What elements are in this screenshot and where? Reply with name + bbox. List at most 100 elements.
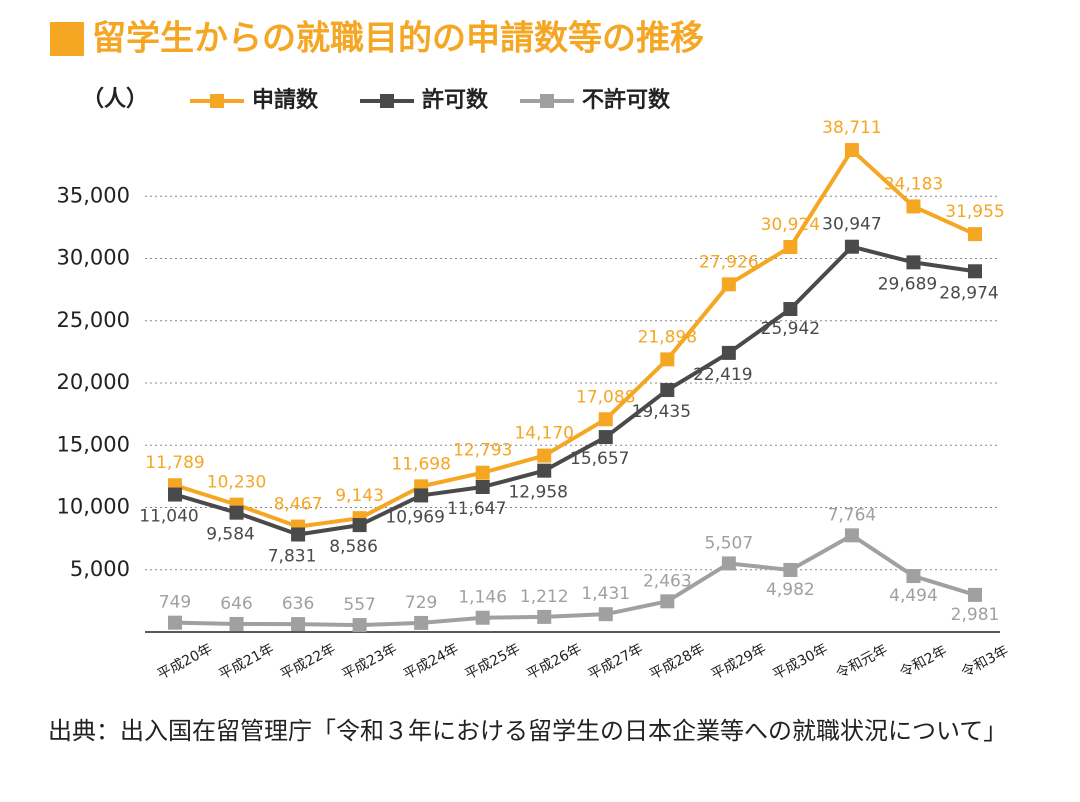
data-point: [906, 199, 921, 214]
data-point: [844, 143, 859, 158]
legend-marker: [380, 94, 394, 108]
data-label: 22,419: [693, 365, 752, 385]
data-point: [783, 302, 798, 317]
x-tick-label: 令和3年: [959, 643, 1011, 681]
data-point: [475, 610, 490, 625]
data-point: [229, 616, 244, 631]
data-label: 30,924: [761, 215, 820, 235]
data-point: [968, 227, 982, 242]
data-label: 15,657: [570, 449, 629, 469]
data-point: [291, 617, 306, 632]
legend-label: 許可数: [422, 87, 489, 113]
data-label: 557: [343, 595, 375, 615]
x-tick-label: 令和元年: [833, 642, 890, 682]
data-point: [721, 345, 736, 360]
data-label: 21,898: [638, 327, 697, 347]
series-line: [174, 148, 976, 529]
x-tick-label: 平成23年: [339, 641, 399, 683]
data-point: [906, 569, 921, 584]
chart: 留学生からの就職目的の申請数等の推移 （人） 5,000 10,000 15,000…: [50, 19, 1011, 683]
data-label: 1,146: [458, 588, 507, 608]
data-point: [968, 264, 982, 279]
x-tick-label: 令和2年: [897, 643, 949, 681]
data-point: [783, 562, 798, 577]
data-point: [598, 607, 613, 622]
data-point: [229, 505, 244, 520]
data-point: [844, 239, 859, 254]
data-label: 31,955: [945, 202, 1004, 222]
x-tick-label: 平成29年: [709, 641, 769, 683]
data-label: 9,143: [335, 486, 384, 506]
data-point: [414, 615, 429, 630]
data-point: [783, 239, 798, 254]
data-label: 30,947: [822, 215, 881, 235]
legend-marker: [210, 94, 224, 108]
y-tick-label: 10,000: [57, 495, 130, 519]
data-label: 28,974: [939, 283, 998, 303]
data-label: 4,494: [889, 586, 938, 606]
data-label: 25,942: [761, 319, 820, 339]
source-note: 出典：出入国在留管理庁「令和３年における留学生の日本企業等への就職状況について」: [48, 717, 1008, 745]
data-label: 29,689: [878, 274, 937, 294]
data-label: 19,435: [632, 402, 691, 422]
data-label: 729: [405, 593, 437, 613]
data-label: 38,711: [822, 118, 881, 138]
y-axis-label: （人）: [82, 87, 148, 112]
data-point: [598, 412, 613, 427]
y-tick-label: 15,000: [57, 432, 130, 456]
data-label: 11,698: [391, 454, 450, 474]
data-label: 12,958: [508, 483, 567, 503]
data-point: [168, 487, 182, 502]
legend-marker: [540, 94, 554, 108]
data-label: 749: [159, 593, 191, 613]
data-label: 7,764: [828, 505, 877, 525]
series-line: [174, 533, 976, 628]
data-label: 10,969: [385, 507, 444, 527]
x-tick-label: 平成20年: [155, 641, 215, 683]
data-point: [352, 518, 367, 533]
data-label: 14,170: [514, 424, 573, 444]
data-point: [291, 527, 306, 542]
data-label: 1,212: [520, 587, 569, 607]
data-point: [660, 352, 675, 367]
data-label: 8,586: [329, 537, 378, 557]
data-label: 27,926: [699, 252, 758, 272]
x-tick-label: 平成21年: [216, 641, 276, 683]
data-label: 4,982: [766, 580, 815, 600]
data-label: 8,467: [274, 495, 323, 515]
data-label: 2,981: [951, 605, 1000, 625]
data-point: [475, 479, 490, 494]
data-label: 9,584: [206, 525, 255, 545]
data-point: [844, 528, 859, 543]
data-label: 11,647: [447, 499, 506, 519]
chart-title: 留学生からの就職目的の申請数等の推移: [92, 19, 704, 59]
data-label: 17,088: [576, 387, 635, 407]
y-tick-label: 35,000: [57, 183, 130, 207]
data-label: 10,230: [207, 473, 266, 493]
data-point: [721, 556, 736, 571]
data-point: [906, 255, 921, 270]
y-tick-label: 20,000: [57, 370, 130, 394]
data-point: [475, 465, 490, 480]
data-label: 1,431: [581, 584, 630, 604]
data-label: 7,831: [268, 547, 317, 567]
x-tick-label: 平成22年: [278, 641, 338, 683]
data-point: [537, 463, 552, 478]
y-tick-label: 30,000: [57, 246, 130, 270]
data-point: [537, 609, 552, 624]
data-label: 11,040: [139, 507, 198, 527]
y-tick-label: 5,000: [70, 557, 130, 581]
data-label: 12,793: [453, 441, 512, 461]
series-line: [174, 244, 976, 537]
y-tick-label: 25,000: [57, 308, 130, 332]
title-icon: [50, 22, 84, 56]
x-tick-label: 平成27年: [586, 641, 646, 683]
data-point: [352, 618, 367, 633]
data-label: 11,789: [145, 453, 204, 473]
data-label: 646: [220, 594, 252, 614]
data-label: 34,183: [884, 174, 943, 194]
x-tick-label: 平成28年: [647, 641, 707, 683]
data-point: [537, 448, 552, 463]
data-point: [660, 383, 675, 398]
